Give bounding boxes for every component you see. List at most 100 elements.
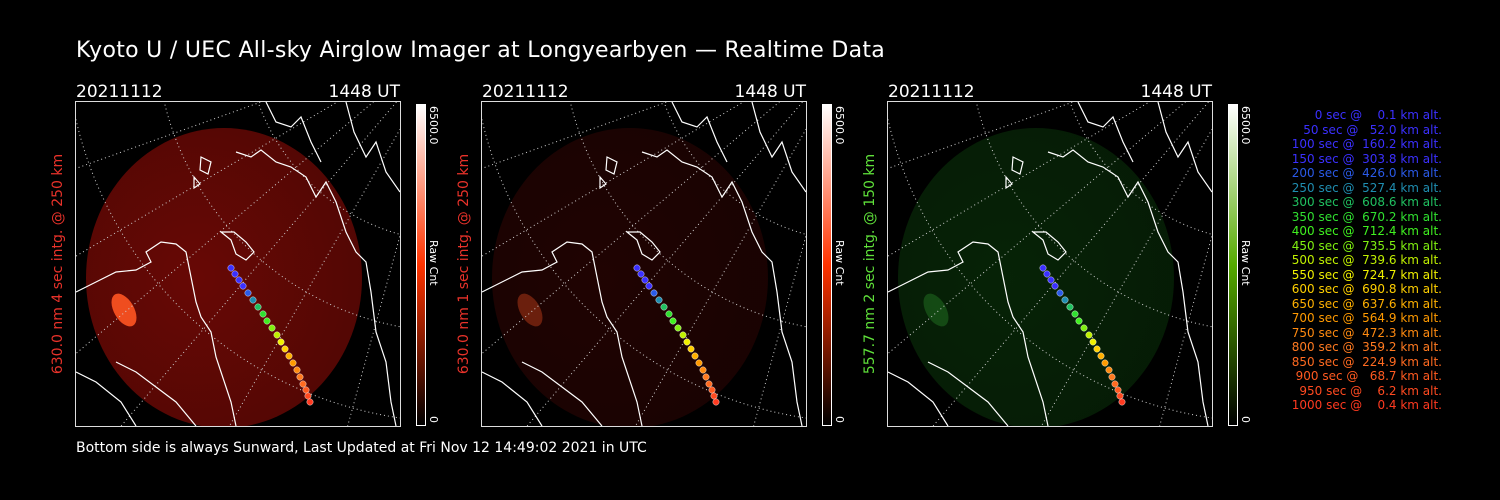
- trajectory-point: [1089, 338, 1097, 346]
- panel-time: 1448 UT: [734, 82, 807, 102]
- trajectory-point: [1056, 289, 1064, 297]
- trajectory-point: [1075, 317, 1083, 325]
- trajectory-point: [665, 310, 673, 318]
- legend-item: 450 sec @ 735.5 km alt.: [1291, 238, 1442, 253]
- trajectory-point: [268, 324, 276, 332]
- trajectory-point: [633, 264, 641, 272]
- panel-wavelength-label: 557.7 nm 2 sec intg. @ 150 km: [862, 153, 878, 375]
- trajectory-point: [239, 282, 247, 290]
- sky-disc: [86, 128, 362, 426]
- trajectory-point: [1039, 264, 1047, 272]
- colorbar-min-label: 0: [1239, 416, 1252, 423]
- legend-item: 250 sec @ 527.4 km alt.: [1291, 180, 1442, 195]
- trajectory-point: [285, 352, 293, 360]
- panel-date: 20211112: [888, 82, 975, 102]
- trajectory-point: [227, 264, 235, 272]
- trajectory-point: [674, 324, 682, 332]
- trajectory-point: [1047, 276, 1055, 284]
- trajectory-point: [259, 310, 267, 318]
- allsky-map: [76, 102, 400, 426]
- colorbar: [416, 104, 426, 426]
- panel-time: 1448 UT: [1140, 82, 1213, 102]
- legend-item: 700 sec @ 564.9 km alt.: [1291, 311, 1442, 325]
- trajectory-point: [1118, 398, 1126, 406]
- trajectory-point: [1080, 324, 1088, 332]
- legend-item: 0 sec @ 0.1 km alt.: [1314, 108, 1442, 122]
- footer-note: Bottom side is always Sunward, Last Upda…: [76, 440, 647, 456]
- trajectory-point: [296, 373, 304, 381]
- trajectory: [1039, 264, 1126, 406]
- trajectory-point: [302, 386, 310, 394]
- legend-item: 900 sec @ 68.7 km alt.: [1295, 369, 1442, 383]
- trajectory-point: [231, 270, 239, 278]
- legend-item: 650 sec @ 637.6 km alt.: [1291, 296, 1442, 311]
- panel-time: 1448 UT: [328, 82, 401, 102]
- trajectory-point: [699, 366, 707, 374]
- graticule: [888, 102, 1212, 426]
- colorbar-unit-label: Raw Cnt: [833, 240, 846, 286]
- colorbar-unit-label: Raw Cnt: [1239, 240, 1252, 286]
- legend-item: 1000 sec @ 0.4 km alt.: [1291, 398, 1442, 412]
- trajectory-point: [637, 270, 645, 278]
- colorbar-max-label: 6500.0: [427, 106, 440, 145]
- trajectory-point: [1105, 366, 1113, 374]
- trajectory-point: [244, 289, 252, 297]
- trajectory-point: [1114, 386, 1122, 394]
- aurora-patch: [923, 293, 949, 327]
- colorbar-min-label: 0: [833, 416, 846, 423]
- colorbar-max-label: 6500.0: [1239, 106, 1252, 145]
- legend-item: 300 sec @ 608.6 km alt.: [1291, 195, 1442, 209]
- trajectory-point: [1061, 296, 1069, 304]
- trajectory-point: [708, 386, 716, 394]
- allsky-image: [75, 101, 401, 427]
- trajectory-point: [650, 289, 658, 297]
- trajectory-point: [669, 317, 677, 325]
- legend-item: 550 sec @ 724.7 km alt.: [1291, 267, 1442, 282]
- trajectory-point: [1111, 380, 1119, 388]
- trajectory-point: [687, 345, 695, 353]
- trajectory-point: [1043, 270, 1051, 278]
- trajectory-point: [289, 359, 297, 367]
- colorbar-max-label: 6500.0: [833, 106, 846, 145]
- sky-disc: [492, 128, 768, 426]
- trajectory-point: [306, 398, 314, 406]
- colorbar-unit-label: Raw Cnt: [427, 240, 440, 286]
- colorbar-min-label: 0: [427, 416, 440, 423]
- panel-wavelength-label: 630.0 nm 1 sec intg. @ 250 km: [456, 153, 472, 375]
- allsky-image: [481, 101, 807, 427]
- trajectory-point: [1051, 282, 1059, 290]
- trajectory-point: [1108, 373, 1116, 381]
- coastline: [482, 102, 806, 426]
- trajectory-point: [1097, 352, 1105, 360]
- legend-item: 750 sec @ 472.3 km alt.: [1291, 325, 1442, 340]
- graticule: [76, 102, 400, 426]
- page-title: Kyoto U / UEC All-sky Airglow Imager at …: [76, 38, 886, 63]
- trajectory-point: [263, 317, 271, 325]
- trajectory-point: [645, 282, 653, 290]
- image-panel-3: 20211112 1448 UT 557.7 nm 2 sec intg. @ …: [862, 82, 1288, 432]
- trajectory-point: [1093, 345, 1101, 353]
- trajectory-point: [273, 331, 281, 339]
- trajectory-point: [1066, 303, 1074, 311]
- trajectory-point: [299, 380, 307, 388]
- aurora-patch: [517, 293, 543, 327]
- trajectory-point: [712, 398, 720, 406]
- image-panel-2: 20211112 1448 UT 630.0 nm 1 sec intg. @ …: [456, 82, 882, 432]
- legend-item: 500 sec @ 739.6 km alt.: [1291, 253, 1442, 267]
- trajectory-point: [281, 345, 289, 353]
- allsky-map: [888, 102, 1212, 426]
- graticule: [482, 102, 806, 426]
- trajectory-point: [304, 392, 312, 400]
- trajectory-point: [235, 276, 243, 284]
- trajectory: [633, 264, 720, 406]
- allsky-image: [887, 101, 1213, 427]
- legend-item: 100 sec @ 160.2 km alt.: [1291, 137, 1442, 151]
- trajectory-point: [702, 373, 710, 381]
- trajectory-point: [660, 303, 668, 311]
- sky-disc: [898, 128, 1174, 426]
- panel-date: 20211112: [482, 82, 569, 102]
- trajectory-point: [655, 296, 663, 304]
- trajectory-point: [254, 303, 262, 311]
- legend-item: 50 sec @ 52.0 km alt.: [1303, 122, 1442, 137]
- coastline: [888, 102, 1212, 426]
